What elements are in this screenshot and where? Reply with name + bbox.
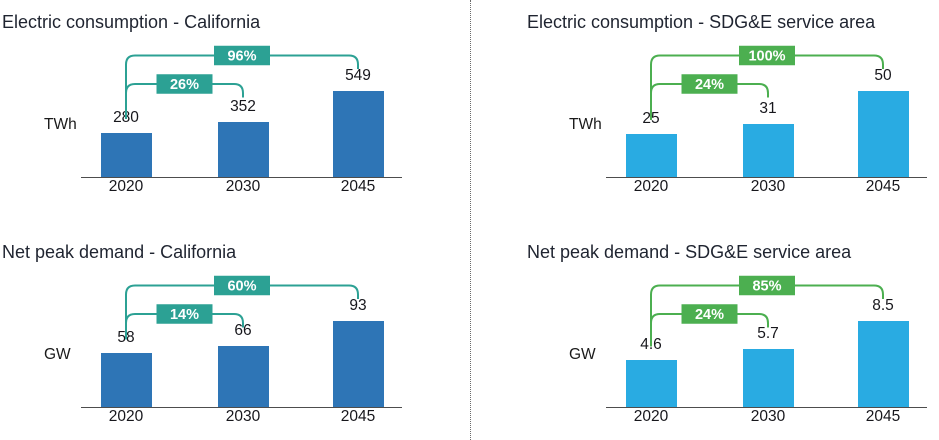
svg-text:24%: 24%	[695, 77, 724, 93]
svg-text:100%: 100%	[748, 49, 785, 65]
svg-text:85%: 85%	[752, 279, 781, 295]
svg-text:24%: 24%	[695, 307, 724, 323]
svg-text:26%: 26%	[170, 77, 199, 93]
svg-text:60%: 60%	[227, 279, 256, 295]
svg-text:96%: 96%	[227, 49, 256, 65]
svg-text:14%: 14%	[170, 307, 199, 323]
